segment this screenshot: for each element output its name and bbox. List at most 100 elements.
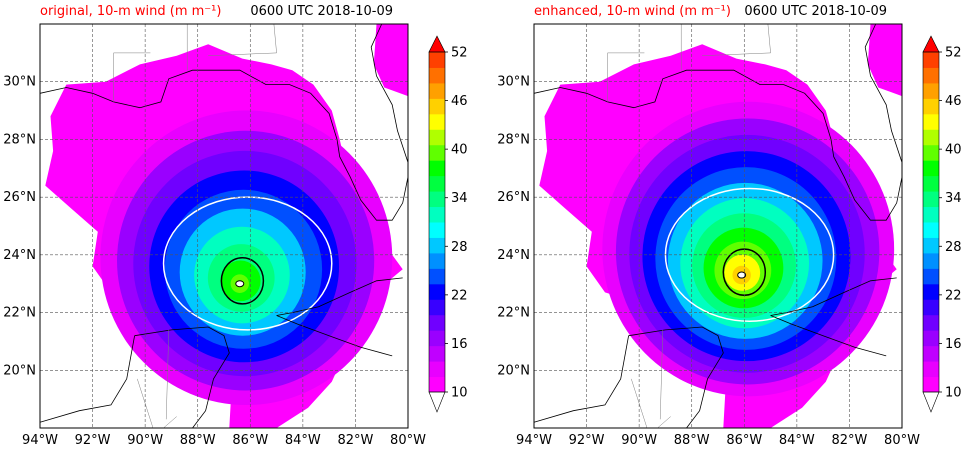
x-tick-label: 84°W (779, 433, 815, 448)
colorbar-tick-label: 46 (451, 94, 468, 109)
colorbar: 52 46 40 34 28 22 16 10 (922, 35, 962, 413)
wind-field (45, 24, 408, 428)
gridlines (534, 24, 902, 428)
colorbar-segment (923, 144, 939, 161)
y-tick-label: 26°N (497, 190, 530, 205)
colorbar-tick-label: 28 (451, 240, 468, 255)
right-map-panel: enhanced, 10-m wind (m m⁻¹) 0600 UTC 201… (494, 0, 964, 453)
colorbar-segment (923, 361, 939, 378)
colorbar-tick-label: 22 (451, 288, 468, 303)
colorbar-segment (923, 283, 939, 300)
x-tick-label: 88°W (674, 433, 710, 448)
colorbar-segment (429, 52, 445, 68)
colorbar-segment (923, 345, 939, 362)
left-map-panel: original, 10-m wind (m m⁻¹) 0600 UTC 201… (0, 0, 482, 453)
colorbar-segment (429, 222, 445, 238)
wind-field (539, 24, 902, 428)
colorbar-segment (429, 252, 445, 269)
colorbar-segment (923, 82, 939, 99)
colorbar-segment (923, 206, 939, 223)
x-tick-label: 86°W (232, 433, 268, 448)
storm-eye (737, 271, 747, 279)
colorbar-segment (923, 299, 939, 316)
time-label: 0600 UTC 2018-10-09 (744, 4, 887, 19)
x-tick-label: 90°W (621, 433, 657, 448)
colorbar-segment (923, 113, 939, 130)
colorbar-segment (429, 113, 445, 130)
colorbar-tick-label: 28 (945, 240, 962, 255)
colorbar-segment (429, 283, 445, 300)
x-tick-label: 82°W (337, 433, 373, 448)
colorbar-extend-min (922, 391, 940, 413)
colorbar-segment (923, 52, 939, 68)
wind-map: 94°W 92°W 90°W 88°W 86°W 84°W 82°W 80°W 20°N 22°N… (3, 23, 468, 448)
colorbar-segment (923, 175, 939, 192)
colorbar-segment (429, 67, 445, 84)
colorbar-segment (429, 314, 445, 331)
colorbar-extend-max (428, 35, 446, 53)
colorbar-tick-label: 52 (945, 46, 962, 61)
storm-eye (235, 280, 245, 288)
coastlines (39, 23, 409, 429)
wind-region (373, 24, 408, 97)
colorbar-segment (429, 98, 445, 115)
colorbar-segment (923, 222, 939, 238)
y-tick-label: 20°N (497, 363, 530, 378)
x-tick-label: 84°W (285, 433, 321, 448)
colorbar-segment (429, 376, 445, 393)
x-tick-label: 80°W (884, 433, 920, 448)
panel-title: original, 10-m wind (m m⁻¹) (40, 4, 222, 19)
colorbar-segment (923, 98, 939, 115)
colorbar-tick-label: 16 (451, 337, 468, 352)
x-tick-label: 94°W (516, 433, 552, 448)
y-tick-label: 30°N (3, 75, 36, 90)
state-borders (607, 23, 771, 429)
colorbar-tick-label: 16 (945, 337, 962, 352)
colorbar-segment (923, 252, 939, 269)
coastlines (533, 23, 903, 429)
plot-frame (533, 23, 903, 429)
y-tick-label: 26°N (3, 190, 36, 205)
plot-frame (39, 23, 409, 429)
y-tick-label: 24°N (3, 248, 36, 263)
colorbar-segment (429, 82, 445, 99)
colorbar-segment (429, 175, 445, 192)
colorbar-extend-min (428, 391, 446, 413)
colorbar-tick-label: 40 (451, 143, 468, 158)
colorbar-tick-label: 34 (451, 191, 468, 206)
colorbar-segment (429, 361, 445, 378)
colorbar-segment (923, 268, 939, 285)
colorbar-segment (923, 67, 939, 84)
y-tick-label: 28°N (3, 132, 36, 147)
colorbar-tick-label: 34 (945, 191, 962, 206)
gridlines (40, 24, 408, 428)
colorbar-segment (429, 237, 445, 254)
y-tick-label: 22°N (3, 306, 36, 321)
panel-title: enhanced, 10-m wind (m m⁻¹) (534, 4, 731, 19)
x-tick-label: 92°W (75, 433, 111, 448)
colorbar-segment (429, 206, 445, 223)
colorbar-segment (923, 237, 939, 254)
x-tick-label: 90°W (127, 433, 163, 448)
y-tick-label: 30°N (497, 75, 530, 90)
y-tick-label: 28°N (497, 132, 530, 147)
colorbar-segment (429, 268, 445, 285)
colorbar-segment (429, 191, 445, 208)
colorbar-segment (923, 314, 939, 331)
x-tick-label: 88°W (180, 433, 216, 448)
colorbar-tick-label: 46 (945, 94, 962, 109)
colorbar: 52 46 40 34 28 22 16 10 (428, 35, 468, 413)
x-tick-label: 92°W (569, 433, 605, 448)
colorbar-segment (429, 160, 445, 177)
colorbar-tick-label: 22 (945, 288, 962, 303)
colorbar-tick-label: 40 (945, 143, 962, 158)
colorbar-segment (429, 345, 445, 362)
y-tick-label: 20°N (3, 363, 36, 378)
colorbar-segment (429, 144, 445, 161)
colorbar-segment (429, 330, 445, 347)
colorbar-tick-label: 52 (451, 46, 468, 61)
x-tick-label: 94°W (22, 433, 58, 448)
y-tick-label: 24°N (497, 248, 530, 263)
x-tick-label: 80°W (390, 433, 426, 448)
colorbar-segment (429, 299, 445, 316)
